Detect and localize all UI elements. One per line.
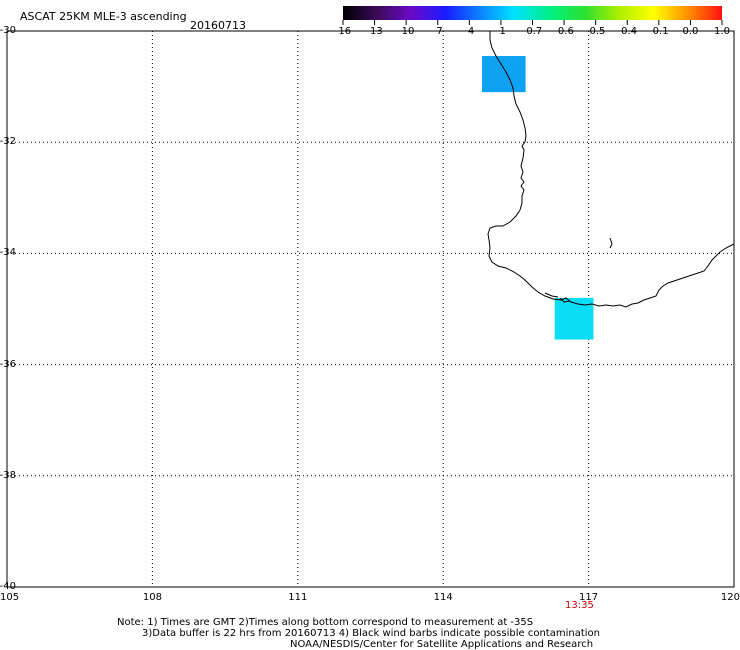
latitude-label: -30 — [0, 25, 16, 36]
colorbar-label: -0.7 — [522, 26, 543, 37]
latitude-label: -38 — [0, 469, 16, 481]
data-cell — [481, 56, 526, 93]
coastline — [487, 31, 735, 308]
longitude-label: 105 — [0, 592, 20, 603]
longitude-label: 117 — [579, 592, 599, 603]
colorbar-label: -7 — [432, 26, 443, 37]
colorbar-label: -13 — [366, 26, 383, 37]
colorbar-label: -0.4 — [617, 26, 637, 37]
latitude-label: -32 — [0, 136, 16, 148]
data-cells — [481, 56, 594, 340]
colorbar — [342, 6, 723, 25]
colorbar-label: -4 — [464, 26, 475, 37]
colorbar-label: -16 — [334, 26, 352, 37]
product-date: 20160713 — [190, 19, 246, 32]
grid-lines — [7, 31, 734, 587]
colorbar-label: 1.0 — [714, 26, 730, 37]
longitude-label: 108 — [142, 592, 162, 603]
longitude-label: 120 — [720, 592, 740, 603]
product-title: ASCAT 25KM MLE-3 ascending — [20, 10, 187, 23]
plot-frame — [6, 30, 735, 588]
note-line-1: Note: 1) Times are GMT 2)Times along bot… — [117, 617, 534, 628]
note-line-3: NOAA/NESDIS/Center for Satellite Applica… — [290, 639, 594, 650]
latitude-label: -40 — [0, 581, 16, 592]
colorbar-bar — [343, 6, 722, 20]
colorbar-label: -0.1 — [649, 26, 669, 37]
colorbar-label: -10 — [397, 26, 415, 37]
longitude-label: 114 — [433, 592, 453, 603]
colorbar-label: -1 — [495, 26, 506, 37]
colorbar-label: -0.5 — [585, 26, 606, 37]
colorbar-label: 0.0 — [682, 26, 699, 37]
colorbar-label: -0.6 — [554, 26, 574, 37]
time-marker: 13:35 — [565, 600, 594, 611]
latitude-label: -36 — [0, 358, 16, 370]
cape-leeuwin-islets — [544, 237, 613, 303]
longitude-label: 111 — [288, 592, 308, 603]
note-line-2: 3)Data buffer is 22 hrs from 20160713 4)… — [142, 628, 600, 639]
latitude-label: -34 — [0, 247, 16, 259]
